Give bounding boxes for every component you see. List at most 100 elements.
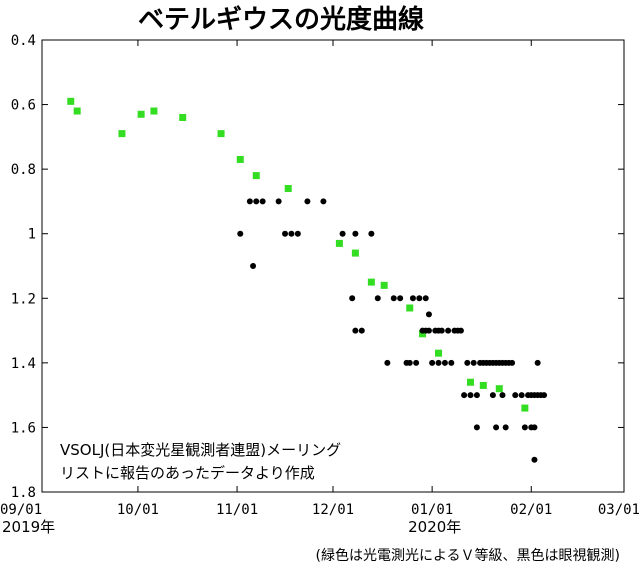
visual-point [339,230,346,237]
visual-point [445,327,452,334]
annotation-line-2: リストに報告のあったデータより作成 [60,464,315,482]
visual-point [282,230,289,237]
photometric-point [521,404,529,412]
x-tick-label: 12/01 [312,502,354,518]
visual-point [294,230,301,237]
visual-point [397,295,404,302]
visual-point [406,359,413,366]
y-tick-label: 0.8 [11,162,36,178]
visual-point [502,424,509,431]
photometric-point [150,107,158,115]
visual-point [534,359,541,366]
visual-point [304,198,311,205]
year-label: 2019年 [2,518,55,536]
photometric-point [73,107,81,115]
photometric-point [435,349,443,357]
visual-point [448,359,455,366]
year-label: 2020年 [408,518,461,536]
visual-point [288,230,295,237]
visual-point [473,392,480,399]
y-tick-label: 0.4 [11,33,36,49]
visual-point [358,327,365,334]
footnote: (緑色は光電測光によるＶ等級、黒色は眼視観測) [315,547,620,564]
photometric-point [406,304,414,312]
y-tick-label: 1 [28,227,36,243]
visual-point [422,295,429,302]
x-axis: 09/01 10/01 11/01 12/01 01/01 02/01 03/01 [0,40,640,518]
photometric-point [335,239,343,247]
x-tick-label: 02/01 [510,502,552,518]
visual-point [413,359,420,366]
y-axis: 0.4 0.6 0.8 1 1.2 1.4 1.6 1.8 [11,33,624,501]
y-tick-label: 0.6 [11,98,36,114]
photometric-point [67,97,75,105]
x-tick-label: 09/01 [0,502,42,518]
visual-point [473,424,480,431]
visual-point [435,359,442,366]
data-points [67,97,548,463]
visual-point [349,295,356,302]
x-tick-label: 10/01 [117,502,159,518]
visual-point [246,198,253,205]
photometric-point [419,330,427,338]
visual-point [253,198,260,205]
photometric-point [217,130,225,138]
chart-title: ベテルギウスの光度曲線 [138,4,424,35]
visual-point [416,295,423,302]
visual-point [352,230,359,237]
visual-point [470,359,477,366]
photometric-point [380,281,388,289]
visual-point [374,295,381,302]
photometric-point [118,130,126,138]
x-tick-label: 01/01 [411,502,453,518]
visual-point [435,327,442,334]
photometric-point [179,113,187,121]
visual-point [384,359,391,366]
visual-point [461,392,468,399]
y-tick-label: 1.6 [11,420,36,436]
visual-point [390,295,397,302]
photometric-point [467,378,475,386]
visual-point [467,392,474,399]
visual-point [237,230,244,237]
photometric-point [284,185,292,193]
photometric-point [236,155,244,163]
photometric-point [479,381,487,389]
visual-point [352,327,359,334]
visual-point [518,392,525,399]
x-tick-label: 03/01 [598,502,640,518]
visual-point [531,424,538,431]
photometric-point [495,385,503,393]
visual-point [409,295,416,302]
visual-point [499,392,506,399]
annotation-line-1: VSOLJ(日本変光星観測者連盟)メーリング [60,441,341,459]
x-tick-label: 11/01 [216,502,258,518]
visual-point [368,230,375,237]
photometric-point [367,278,375,286]
visual-point [512,392,519,399]
visual-point [441,359,448,366]
visual-point [259,198,266,205]
visual-point [425,311,432,318]
visual-point [521,424,528,431]
photometric-point [351,249,359,257]
visual-point [457,327,464,334]
visual-point [250,263,257,269]
y-tick-label: 1.8 [11,485,36,501]
photometric-point [252,172,260,180]
visual-point [429,359,436,366]
visual-point [320,198,327,205]
visual-point [464,359,471,366]
visual-point [489,392,496,399]
visual-point [531,456,538,463]
annotation: VSOLJ(日本変光星観測者連盟)メーリング リストに報告のあったデータより作成 [60,441,341,482]
visual-point [541,392,548,399]
y-tick-label: 1.4 [11,356,36,372]
photometric-point [137,110,145,118]
visual-point [275,198,282,205]
visual-point [493,424,500,431]
plot-frame [41,39,625,493]
y-tick-label: 1.2 [11,291,36,307]
visual-point [509,359,516,366]
